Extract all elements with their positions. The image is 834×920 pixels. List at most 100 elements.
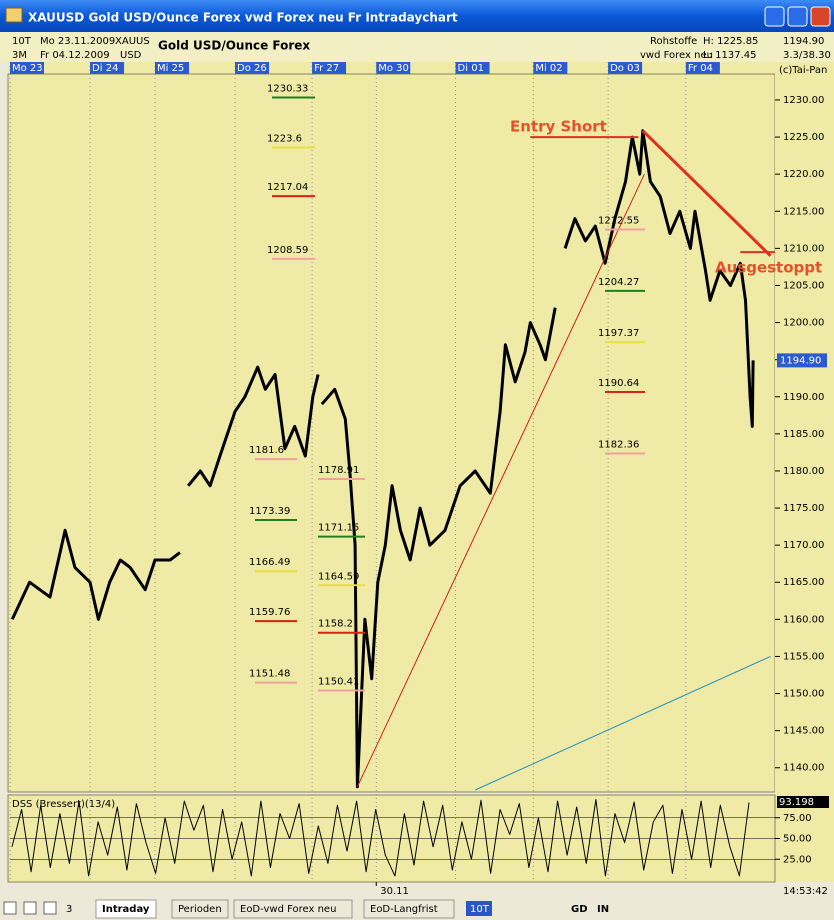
day-label-box: [154, 62, 189, 74]
y-tick-label: 1145.00: [783, 726, 824, 737]
level-label: 1173.39: [249, 506, 290, 517]
app-icon: [5, 7, 23, 23]
icon-button[interactable]: [23, 901, 37, 915]
price-line: [11, 799, 750, 877]
level-label: 1197.37: [598, 328, 639, 339]
y-tick-label: 1230.00: [783, 95, 824, 106]
x-tick-label: Fr 04: [688, 63, 713, 74]
price-line: [563, 129, 755, 428]
price-line: [187, 365, 320, 488]
x-tick-label: Mo 30: [378, 63, 409, 74]
x-tick-label: 30.11: [380, 886, 409, 897]
instrument-name: Gold USD/Ounce Forex: [158, 39, 310, 53]
day-label-box: [376, 62, 411, 74]
price-line: [10, 528, 181, 621]
annotation: Ausgestoppt: [715, 259, 822, 277]
period-selector-label: 10T: [470, 904, 490, 915]
x-tick-label: Di 24: [92, 63, 118, 74]
minimize-button[interactable]: [764, 6, 785, 27]
in-button[interactable]: IN: [597, 904, 609, 915]
change: 3.3/38.30: [783, 50, 831, 61]
trend-line: [474, 655, 771, 791]
icon-button[interactable]: [3, 901, 17, 915]
day-label-box: [10, 62, 44, 74]
x-tick-label: Mi 02: [535, 63, 562, 74]
tab-count: 3: [66, 904, 72, 915]
day-label-box: [608, 62, 643, 74]
level-label: 1181.6: [249, 445, 284, 456]
day-label-box: [235, 62, 270, 74]
level-label: 1217.04: [267, 182, 308, 193]
x-tick-label: Mo 23: [12, 63, 43, 74]
close-button[interactable]: [810, 6, 831, 27]
level-label: 1166.49: [249, 557, 290, 568]
y-tick-label: 1165.00: [783, 577, 824, 588]
symbol: XAUUS: [115, 36, 150, 47]
low: L: 1137.45: [703, 50, 756, 61]
level-label: 1223.6: [267, 133, 302, 144]
level-label: 1182.36: [598, 439, 639, 450]
gd-button[interactable]: GD: [571, 904, 588, 915]
y-tick-label: 1180.00: [783, 466, 824, 477]
price-plot: [7, 73, 776, 793]
high: H: 1225.85: [703, 36, 758, 47]
day-label-box: [455, 62, 490, 74]
maximize-button[interactable]: [787, 6, 808, 27]
source: vwd Forex neu: [640, 50, 713, 61]
annotation: Entry Short: [510, 118, 607, 136]
y-tick-label: 1155.00: [783, 651, 824, 662]
day-label-box: [312, 62, 347, 74]
y-tick-label: 1160.00: [783, 614, 824, 625]
time-label: 14:53:42: [783, 886, 828, 897]
title-bar: [0, 0, 834, 32]
y-tick-label: 75.00: [783, 813, 812, 824]
x-tick-label: Fr 27: [314, 63, 339, 74]
tab[interactable]: [171, 899, 229, 919]
y-tick-label: 1220.00: [783, 169, 824, 180]
tab[interactable]: [363, 899, 455, 919]
period-selector[interactable]: [466, 901, 492, 916]
level-label: 1204.27: [598, 277, 639, 288]
x-tick-label: Di 01: [458, 63, 484, 74]
y-tick-label: 1225.00: [783, 132, 824, 143]
tab-label: Perioden: [178, 904, 222, 915]
y-tick-label: 1205.00: [783, 280, 824, 291]
tab[interactable]: [95, 899, 157, 919]
day-label-box: [685, 62, 720, 74]
resolution: 3M: [12, 50, 27, 61]
level-label: 1151.48: [249, 669, 290, 680]
to-date: Fr 04.12.2009: [40, 50, 110, 61]
y-tick-label: 1215.00: [783, 206, 824, 217]
level-label: 1158.2: [318, 619, 353, 630]
x-tick-label: Do 03: [610, 63, 640, 74]
x-tick-label: Mi 25: [157, 63, 184, 74]
header-info: 10T Mo 23.11.2009 XAUUS 3M Fr 04.12.2009…: [12, 36, 831, 61]
y-tick-label: 1175.00: [783, 503, 824, 514]
trend-line: [641, 129, 772, 257]
level-label: 1164.59: [318, 571, 359, 582]
right-axis: [775, 62, 834, 882]
day-label-box: [90, 62, 125, 74]
price-line: [320, 307, 557, 789]
trend-line: [356, 173, 645, 787]
y-tick-label: 1140.00: [783, 763, 824, 774]
x-tick-label: Do 26: [237, 63, 267, 74]
y-tick-label: 1150.00: [783, 689, 824, 700]
y-tick-label: 1170.00: [783, 540, 824, 551]
level-label: 1171.15: [318, 523, 359, 534]
level-label: 1208.59: [267, 245, 308, 256]
day-label-box: [533, 62, 568, 74]
level-label: 1150.41: [318, 677, 359, 688]
copyright: (c)Tai-Pan: [779, 65, 827, 76]
period: 10T: [12, 36, 32, 47]
icon-button[interactable]: [43, 901, 57, 915]
currency: USD: [120, 50, 142, 61]
group: Rohstoffe: [650, 36, 697, 47]
header: [0, 32, 834, 62]
last-price-box: [777, 353, 827, 368]
level-label: 1159.76: [249, 607, 290, 618]
tab[interactable]: [233, 899, 353, 919]
level-label: 1212.55: [598, 215, 639, 226]
